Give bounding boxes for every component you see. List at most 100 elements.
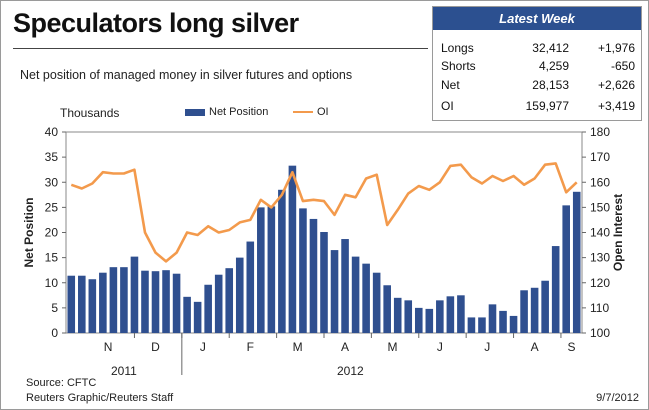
left-tick-label: 5 <box>51 301 58 315</box>
bar <box>467 317 476 333</box>
bar <box>88 279 97 333</box>
chart-title: Speculators long silver <box>13 8 299 38</box>
bar <box>204 284 212 333</box>
bar <box>151 271 160 333</box>
bar <box>425 308 434 333</box>
bar <box>562 205 570 333</box>
month-label: J <box>437 340 443 354</box>
bar <box>309 218 318 333</box>
bar <box>414 307 423 333</box>
right-tick-label: 180 <box>590 125 610 139</box>
month-label: A <box>531 340 539 354</box>
bar <box>351 256 360 333</box>
month-label: F <box>247 340 254 354</box>
bar <box>183 296 191 333</box>
bar <box>193 301 202 333</box>
latest-week-header: Latest Week <box>433 7 641 30</box>
date-stamp: 9/7/2012 <box>596 392 639 404</box>
bar <box>109 267 118 333</box>
left-tick-label: 40 <box>45 125 59 139</box>
latest-week-row-shorts: Shorts 4,259 -650 <box>433 59 641 79</box>
bar <box>551 246 560 333</box>
legend-swatch-bar <box>185 108 205 116</box>
right-tick-label: 100 <box>590 326 610 340</box>
bar <box>278 189 286 333</box>
legend-item-net-position: Net Position <box>185 106 268 118</box>
row-label: OI <box>441 99 454 113</box>
row-value: 159,977 <box>525 99 569 113</box>
month-label: D <box>151 340 160 354</box>
right-tick-label: 110 <box>590 301 609 315</box>
month-label: A <box>341 340 349 354</box>
left-tick-label: 15 <box>45 251 59 265</box>
bar <box>478 317 486 333</box>
bar <box>541 280 549 333</box>
bar <box>383 285 391 333</box>
bar <box>436 300 444 333</box>
latest-week-box: Latest Week Longs 32,412 +1,976 Shorts 4… <box>432 6 642 121</box>
left-axis-title: Thousands <box>60 106 120 120</box>
bar <box>457 295 465 333</box>
row-value: 28,153 <box>532 78 569 92</box>
bar <box>257 207 265 333</box>
month-label: M <box>387 340 397 354</box>
bar <box>520 290 528 333</box>
bar <box>572 191 581 333</box>
right-tick-label: 150 <box>590 200 610 214</box>
bar <box>225 268 234 333</box>
bar <box>288 165 297 333</box>
right-tick-label: 170 <box>590 150 610 164</box>
left-axis-label: Net Position <box>22 197 36 267</box>
row-change: -650 <box>610 59 635 73</box>
month-label: S <box>567 340 575 354</box>
left-tick-label: 30 <box>45 175 59 189</box>
year-label: 2012 <box>337 364 364 378</box>
bar <box>446 296 455 333</box>
bar <box>172 273 181 333</box>
year-label: 2011 <box>111 364 137 378</box>
bar <box>120 267 128 333</box>
bar <box>499 310 507 333</box>
source-note: Source: CFTC <box>26 377 97 389</box>
right-tick-label: 130 <box>590 251 610 265</box>
left-tick-label: 35 <box>45 150 59 164</box>
right-tick-label: 140 <box>590 226 610 240</box>
chart-subtitle: Net position of managed money in silver … <box>20 68 353 82</box>
bar <box>67 275 76 333</box>
month-label: J <box>200 340 206 354</box>
bar <box>372 272 381 333</box>
row-label: Longs <box>441 41 474 55</box>
bar <box>320 231 328 333</box>
bar <box>362 263 370 333</box>
legend-swatch-line <box>293 111 313 114</box>
left-tick-label: 0 <box>51 326 58 340</box>
bar <box>341 239 349 333</box>
row-change: +3,419 <box>597 99 635 113</box>
right-tick-label: 160 <box>590 175 610 189</box>
bar <box>99 272 107 333</box>
legend-label-oi: OI <box>317 106 329 118</box>
row-value: 4,259 <box>538 59 569 73</box>
row-change: +2,626 <box>597 78 635 92</box>
bar <box>299 208 307 333</box>
legend-item-oi: OI <box>293 106 329 118</box>
credit-note: Reuters Graphic/Reuters Staff <box>26 392 174 404</box>
row-label: Net <box>441 78 460 92</box>
bar <box>235 257 244 333</box>
title-rule <box>13 48 428 49</box>
bar <box>78 275 86 333</box>
month-label: M <box>293 340 303 354</box>
bar <box>509 315 518 333</box>
row-value: 32,412 <box>532 41 569 55</box>
bar <box>162 270 170 333</box>
bar <box>530 287 539 333</box>
bar <box>130 256 139 333</box>
latest-week-row-net: Net 28,153 +2,626 <box>433 78 641 98</box>
left-tick-label: 20 <box>45 226 59 240</box>
bar <box>246 241 255 333</box>
month-label: J <box>484 340 490 354</box>
bar <box>488 304 497 333</box>
bar <box>404 300 413 333</box>
month-label: N <box>104 340 113 354</box>
